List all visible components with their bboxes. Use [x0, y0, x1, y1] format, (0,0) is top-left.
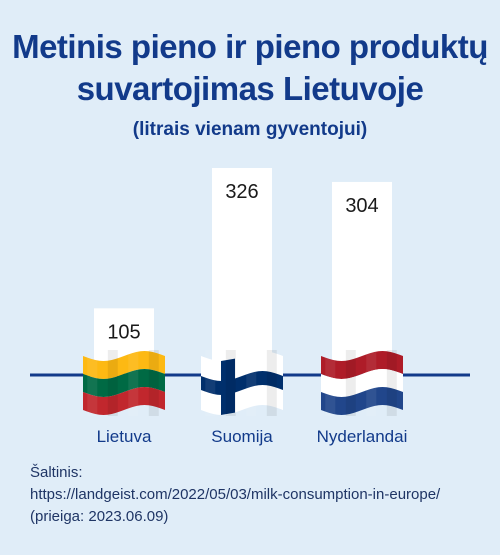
category-label-suomija: Suomija [211, 427, 273, 446]
title-line-2: suvartojimas Lietuvoje [76, 70, 424, 107]
labels-layer: 105 Lietuva 326 Suomija 304 Nyderlandai [97, 181, 408, 446]
value-label-suomija: 326 [225, 181, 258, 203]
lithuania-flag-icon [83, 350, 165, 416]
title-line-1: Metinis pieno ir pieno produktų [12, 28, 488, 65]
source-accessed: (prieiga: 2023.06.09) [30, 508, 169, 525]
chart-subtitle: (litrais vienam gyventojui) [132, 119, 368, 140]
bar-chart: 105 Lietuva 326 Suomija 304 Nyderlandai [30, 168, 470, 446]
value-label-lietuva: 105 [107, 321, 140, 343]
value-label-nyderlandai: 304 [345, 195, 378, 217]
bar-suomija [212, 168, 272, 375]
bars-layer [94, 168, 392, 375]
bar-nyderlandai [332, 181, 392, 375]
source-label: Šaltinis: [30, 464, 83, 481]
source-note: Šaltinis: https://landgeist.com/2022/05/… [30, 462, 490, 528]
category-label-lietuva: Lietuva [97, 427, 152, 446]
flags-layer [83, 350, 403, 416]
chart-title: Metinis pieno ir pieno produktų suvartoj… [0, 26, 500, 110]
finland-flag-icon [201, 350, 283, 416]
category-label-nyderlandai: Nyderlandai [317, 427, 408, 446]
netherlands-flag-icon [321, 350, 403, 416]
source-url: https://landgeist.com/2022/05/03/milk-co… [30, 486, 441, 503]
